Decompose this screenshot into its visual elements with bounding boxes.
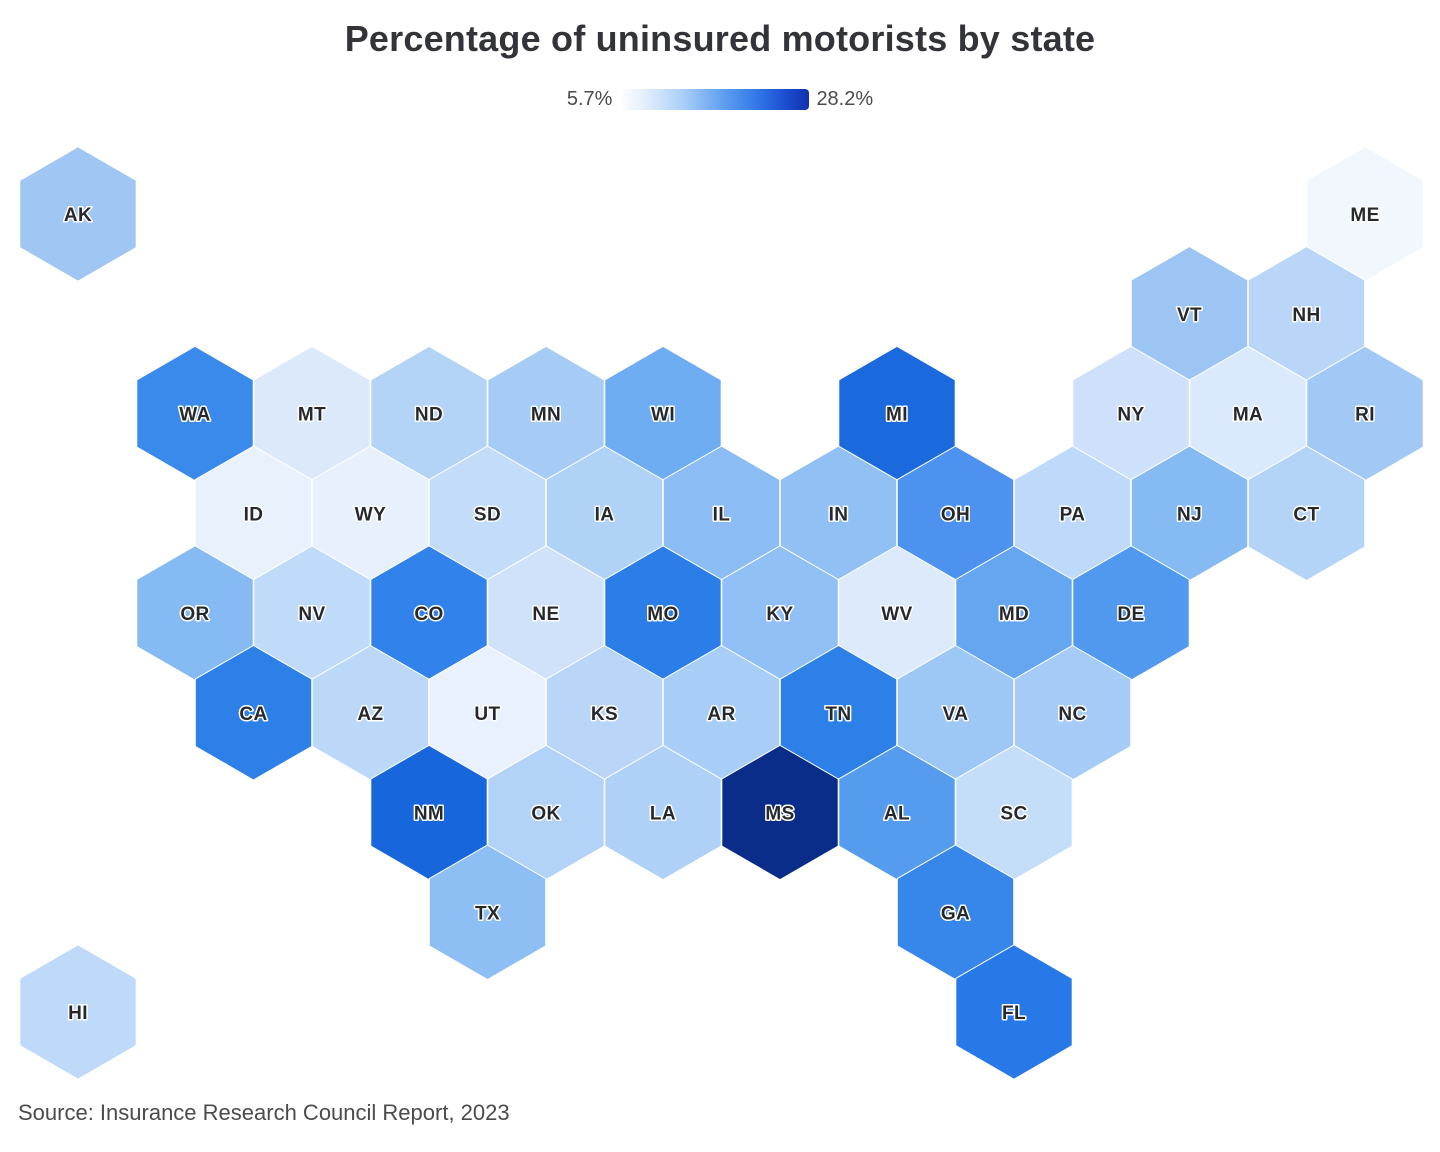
hex-label-NE: NE: [532, 604, 559, 625]
hex-label-ID: ID: [244, 504, 264, 525]
hex-label-AL: AL: [884, 804, 910, 825]
hex-label-MS: MS: [765, 804, 794, 825]
hex-label-MI: MI: [886, 405, 908, 426]
hex-label-MN: MN: [531, 405, 561, 426]
hex-AK: [19, 146, 137, 282]
color-legend: 5.7% 28.2%: [0, 88, 1440, 111]
hex-label-OR: OR: [180, 604, 209, 625]
hex-label-GA: GA: [941, 903, 970, 924]
hex-label-SD: SD: [474, 504, 501, 525]
hex-label-PA: PA: [1060, 504, 1086, 525]
hex-label-NY: NY: [1117, 405, 1144, 426]
hex-label-AK: AK: [64, 205, 92, 226]
legend-min-label: 5.7%: [566, 88, 613, 110]
hex-label-WV: WV: [881, 604, 912, 625]
hex-label-NC: NC: [1058, 704, 1086, 725]
hex-label-IN: IN: [829, 504, 849, 525]
hex-label-OK: OK: [531, 804, 560, 825]
hex-label-RI: RI: [1355, 405, 1375, 426]
hex-label-IA: IA: [595, 504, 615, 525]
hex-label-DE: DE: [1117, 604, 1144, 625]
hex-label-NJ: NJ: [1177, 504, 1202, 525]
hex-CA: [194, 644, 313, 781]
hex-label-NH: NH: [1292, 305, 1320, 326]
hex-label-VA: VA: [943, 704, 969, 725]
hex-label-CO: CO: [414, 604, 443, 625]
hex-label-AR: AR: [707, 704, 735, 725]
hex-label-NM: NM: [414, 804, 444, 825]
legend-gradient-bar: [619, 89, 810, 110]
hex-label-FL: FL: [1002, 1003, 1026, 1024]
hex-label-MT: MT: [298, 405, 326, 426]
legend-max-label: 28.2%: [816, 88, 874, 110]
hex-label-ME: ME: [1350, 205, 1379, 226]
chart-title: Percentage of uninsured motorists by sta…: [344, 18, 1096, 59]
hex-TX: [428, 844, 547, 981]
source-note: Source: Insurance Research Council Repor…: [18, 1100, 510, 1125]
hex-label-TN: TN: [825, 704, 851, 725]
hex-label-UT: UT: [474, 704, 500, 725]
hex-label-CA: CA: [239, 704, 267, 725]
hex-label-SC: SC: [1000, 804, 1027, 825]
hex-label-CT: CT: [1293, 504, 1319, 525]
hex-label-TX: TX: [475, 903, 500, 924]
hex-FL: [955, 944, 1073, 1080]
hex-label-MO: MO: [647, 604, 678, 625]
hex-label-HI: HI: [68, 1003, 88, 1024]
hex-label-WA: WA: [179, 405, 210, 426]
hex-label-MA: MA: [1233, 405, 1263, 426]
hex-label-NV: NV: [298, 604, 325, 625]
hex-label-ND: ND: [415, 405, 443, 426]
hex-label-OH: OH: [941, 504, 970, 525]
hex-label-WI: WI: [651, 405, 675, 426]
hex-label-KY: KY: [766, 604, 793, 625]
hex-label-VT: VT: [1177, 305, 1202, 326]
hex-label-MD: MD: [999, 604, 1029, 625]
hex-LA: [604, 744, 722, 881]
hex-label-IL: IL: [713, 504, 731, 525]
hex-label-KS: KS: [591, 704, 618, 725]
hex-MS: [721, 744, 839, 881]
hex-label-WY: WY: [355, 504, 386, 525]
hex-label-LA: LA: [650, 804, 676, 825]
hex-HI: [19, 944, 137, 1080]
hex-label-AZ: AZ: [357, 704, 383, 725]
hex-CT: [1247, 445, 1366, 582]
